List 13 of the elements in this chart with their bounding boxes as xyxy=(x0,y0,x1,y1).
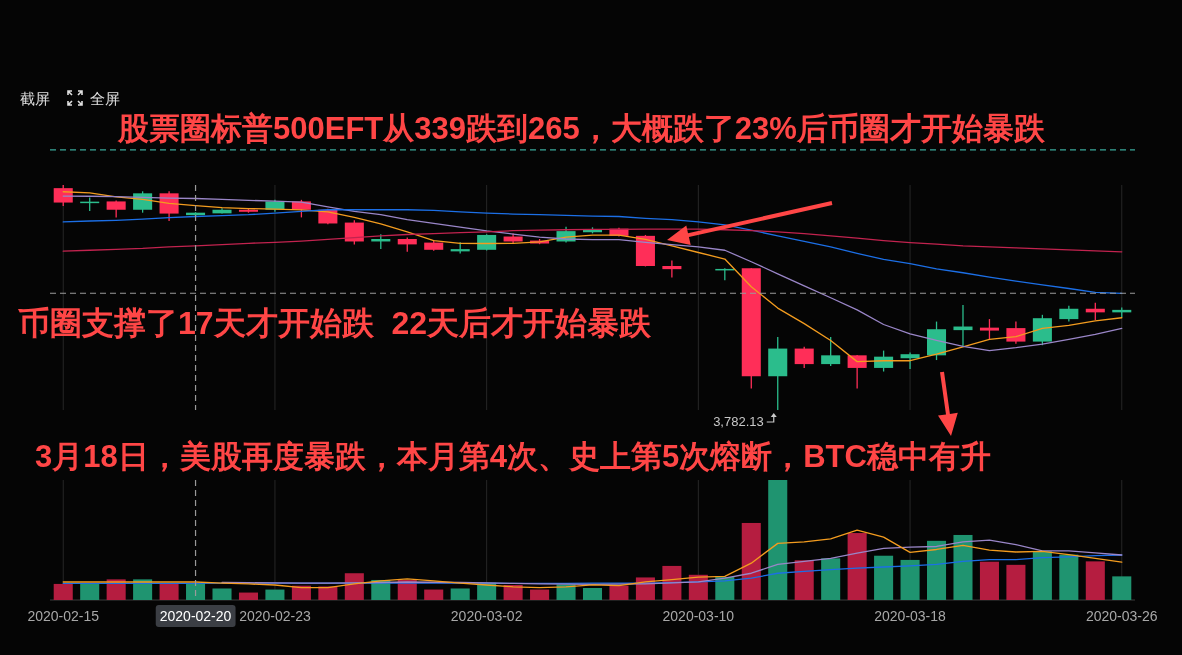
x-tick-label: 2020-02-15 xyxy=(27,608,100,624)
x-tick-label: 2020-03-02 xyxy=(450,608,523,624)
x-tick-label: 2020-03-10 xyxy=(662,608,735,624)
x-tick-label: 2020-03-26 xyxy=(1085,608,1158,624)
annotation: 截屏 xyxy=(20,90,50,107)
annotation: 全屏 xyxy=(90,90,120,107)
ref-line-label: 2020-02-20 xyxy=(155,605,236,627)
annotation: 3月18日，美股再度暴跌，本月第4次、史上第5次熔断，BTC稳中有升 xyxy=(35,439,991,474)
annotation: 3,782.13 xyxy=(713,414,764,429)
x-tick-label: 2020-03-18 xyxy=(874,608,946,624)
x-tick-label: 2020-02-23 xyxy=(239,608,311,624)
annotation: 股票圈标普500EFT从339跌到265，大概跌了23%后币圈才开始暴跌 xyxy=(118,111,1045,146)
annotation: 币圈支撑了17天才开始跌 22天后才开始暴跌 xyxy=(18,305,651,341)
